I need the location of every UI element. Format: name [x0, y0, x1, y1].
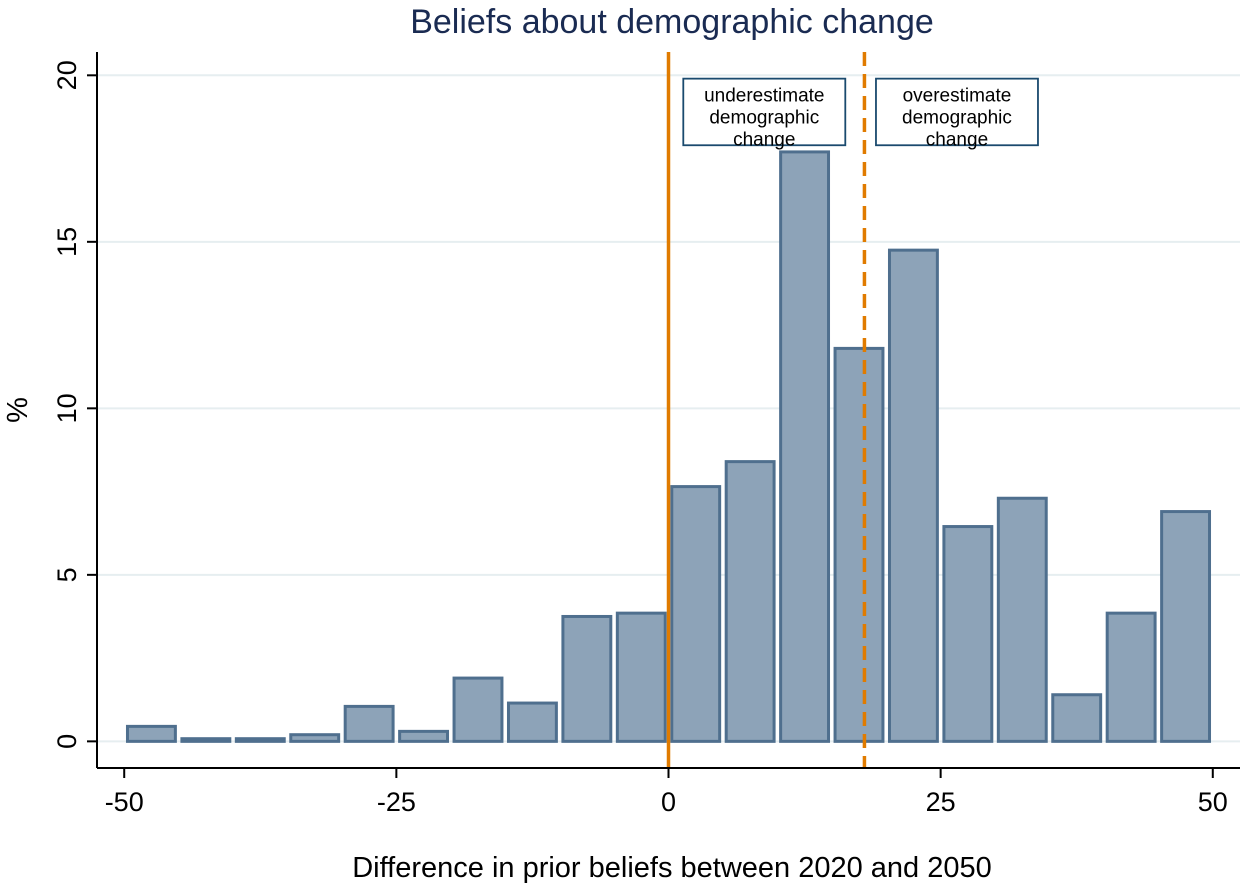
y-tick-label: 20 [52, 60, 82, 90]
annotation-text: demographic [709, 108, 819, 129]
histogram-bar [670, 485, 722, 743]
histogram-bar [1105, 611, 1157, 743]
histogram-bar [1160, 510, 1212, 743]
reference-lines [666, 52, 867, 768]
histogram-bar [779, 150, 831, 743]
bars [125, 150, 1212, 743]
axes: 0 5 10 15 20 -50 -25 0 25 50 [52, 52, 1240, 817]
y-tick-label: 0 [52, 734, 82, 749]
histogram-bar [506, 701, 558, 743]
histogram-bar [833, 346, 885, 743]
x-tick-label: -50 [105, 787, 144, 817]
histogram-bar [398, 729, 450, 743]
x-tick-label: 25 [926, 787, 956, 817]
histogram-bar [615, 611, 667, 743]
histogram-bar [942, 525, 994, 743]
annotation-text: overestimate [903, 86, 1012, 107]
y-tick-label: 15 [52, 227, 82, 257]
chart-title: Beliefs about demographic change [410, 3, 934, 41]
histogram-bar [1051, 693, 1103, 743]
histogram-bar [887, 248, 939, 743]
y-tick-label: 5 [52, 567, 82, 582]
histogram-bar [234, 737, 286, 743]
histogram-bar [289, 733, 341, 743]
histogram-bar [452, 676, 504, 743]
x-tick-label: 0 [661, 787, 676, 817]
histogram-bar [724, 460, 776, 743]
histogram-bar [180, 737, 232, 743]
x-tick-label: 50 [1198, 787, 1228, 817]
x-axis-label: Difference in prior beliefs between 2020… [352, 852, 992, 884]
histogram-bar [125, 724, 177, 743]
y-axis-label: % [2, 397, 34, 423]
annotation-text: change [733, 130, 795, 151]
annotation-text: change [926, 130, 988, 151]
annotation-box [682, 77, 847, 147]
annotation-text: underestimate [704, 86, 824, 107]
annotation-box [875, 77, 1039, 147]
y-tick-label: 10 [52, 393, 82, 423]
annotation-text: demographic [902, 108, 1012, 129]
histogram-bar [996, 496, 1048, 743]
histogram-bar [343, 704, 395, 743]
histogram-bar [561, 614, 613, 743]
annotations: underestimatedemographicchangeoverestima… [682, 77, 1039, 151]
x-tick-label: -25 [377, 787, 416, 817]
